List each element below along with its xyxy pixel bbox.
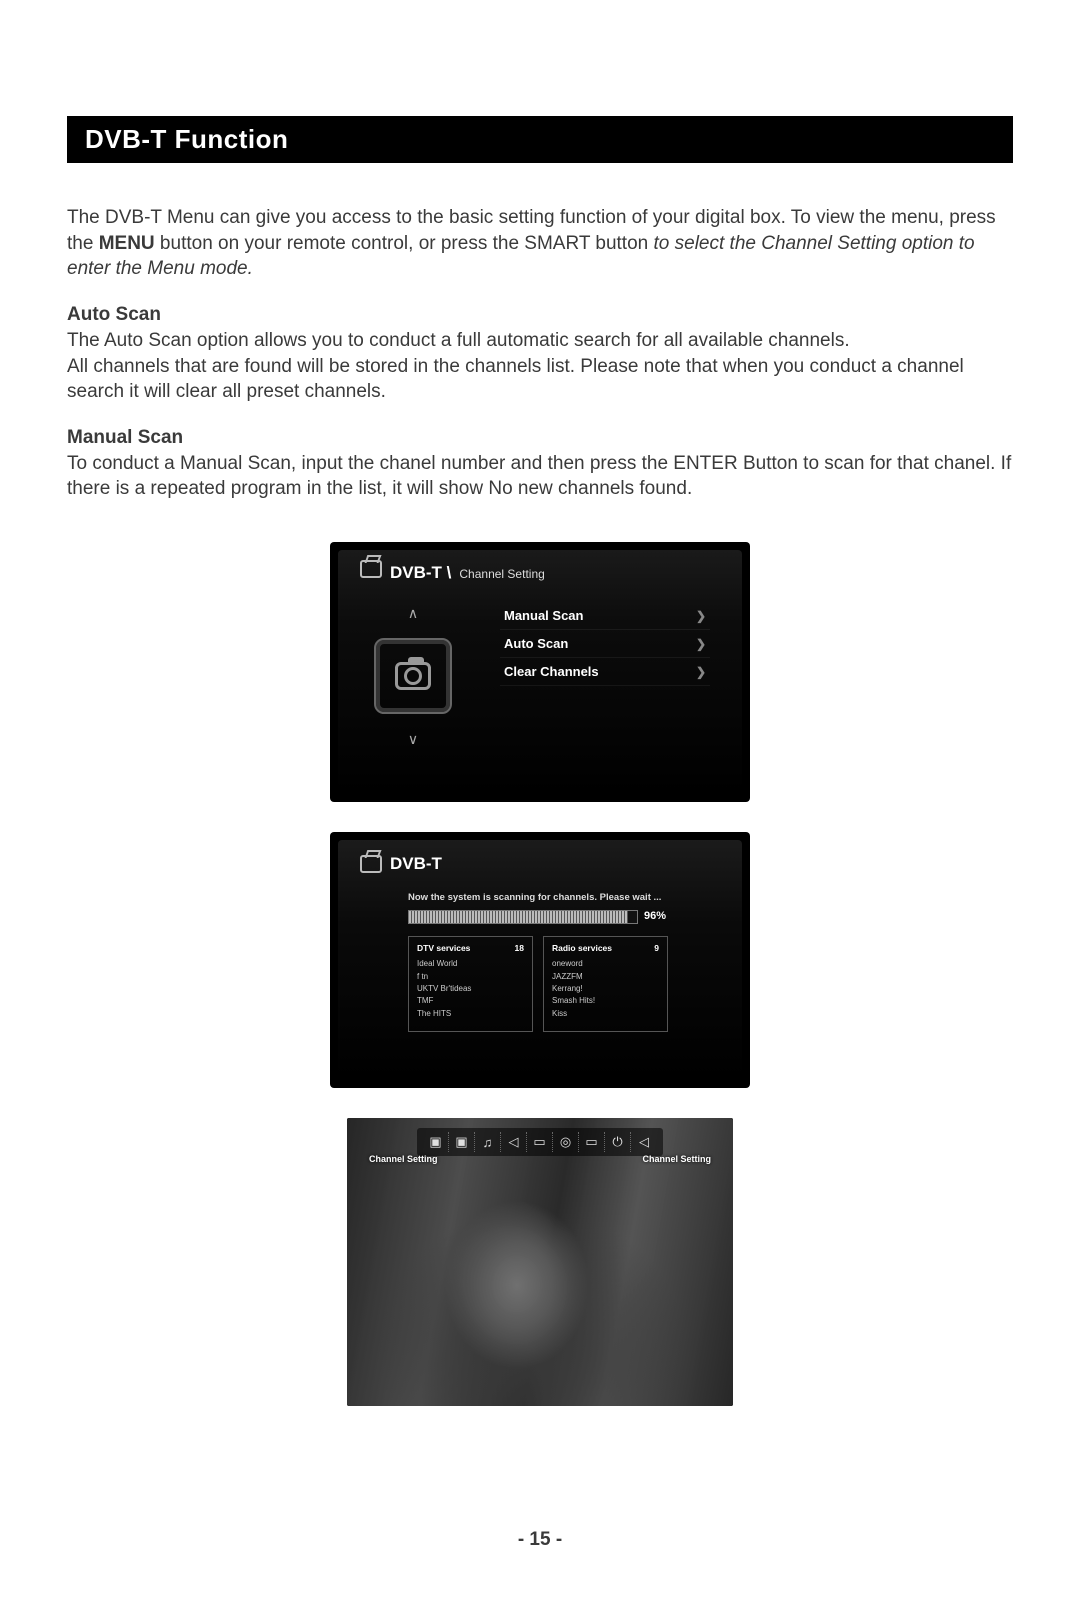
intro-text-b: button on your remote control, or press … [155, 233, 654, 254]
radio-item: Smash Hits! [552, 995, 659, 1007]
manual-page: DVB-T Function The DVB-T Menu can give y… [67, 116, 1013, 1406]
dtv-heading: DTV services [417, 942, 470, 955]
toolbar-label-left: Channel Setting [369, 1154, 438, 1164]
fig1-menu-list: Manual Scan ❯ Auto Scan ❯ Clear Channels… [500, 602, 710, 686]
radio-item: JAZZFM [552, 971, 659, 983]
menu-item-manual-scan[interactable]: Manual Scan ❯ [500, 602, 710, 630]
arrow-up-icon: ∧ [408, 606, 418, 620]
toolbar-display-icon[interactable]: ▭ [579, 1132, 605, 1152]
fig2-header: DVB-T [360, 854, 442, 874]
radio-heading: Radio services [552, 942, 612, 955]
category-icon-box [374, 638, 452, 714]
intro-paragraph: The DVB-T Menu can give you access to th… [67, 205, 1013, 282]
chevron-right-icon: ❯ [696, 609, 706, 623]
menu-keyword: MENU [99, 233, 155, 254]
dtv-item: The HITS [417, 1008, 524, 1020]
fig1-header: DVB-T \ Channel Setting [360, 560, 545, 583]
toolbar-sound-icon[interactable]: ◁ [631, 1132, 657, 1152]
toolbar-camera2-icon[interactable]: ▣ [449, 1132, 475, 1152]
dtv-item: f tn [417, 971, 524, 983]
progress-fill [409, 911, 628, 923]
auto-scan-text: The Auto Scan option allows you to condu… [67, 328, 1013, 405]
progress-percent: 96% [644, 910, 666, 922]
menu-item-label: Manual Scan [504, 608, 583, 623]
chevron-right-icon: ❯ [696, 637, 706, 651]
smart-toolbar: ▣ ▣ ♫ ◁ ▭ ◎ ▭ ⏻ ◁ [417, 1128, 663, 1156]
figures-group: DVB-T \ Channel Setting ∧ ∨ Manual Scan … [67, 542, 1013, 1406]
scan-results-columns: DTV services 18 Ideal World f tn UKTV Br… [408, 936, 668, 1032]
fig2-title: DVB-T [390, 854, 442, 874]
radio-count: 9 [654, 942, 659, 955]
screenshot-channel-setting-menu: DVB-T \ Channel Setting ∧ ∨ Manual Scan … [330, 542, 750, 802]
toolbar-label-right: Channel Setting [642, 1154, 711, 1164]
fig1-left-panel: ∧ ∨ [358, 606, 468, 766]
dtv-item: UKTV Br'tideas [417, 983, 524, 995]
screenshot-smart-toolbar: ▣ ▣ ♫ ◁ ▭ ◎ ▭ ⏻ ◁ Channel Setting Channe… [347, 1118, 733, 1406]
dtv-count: 18 [515, 942, 524, 955]
section-title-bar: DVB-T Function [67, 116, 1013, 163]
radio-item: Kiss [552, 1008, 659, 1020]
dtv-item: TMF [417, 995, 524, 1007]
toolbar-speaker-icon[interactable]: ◁ [501, 1132, 527, 1152]
auto-scan-heading: Auto Scan [67, 304, 1013, 326]
toolbar-camera-icon[interactable]: ▣ [423, 1132, 449, 1152]
fig1-title-sub: Channel Setting [459, 567, 544, 581]
fig1-title-main: DVB-T \ [390, 563, 451, 583]
manual-scan-heading: Manual Scan [67, 427, 1013, 449]
toolbar-gear-icon[interactable]: ◎ [553, 1132, 579, 1152]
screenshot-scanning-progress: DVB-T Now the system is scanning for cha… [330, 832, 750, 1088]
page-number: - 15 - [0, 1529, 1080, 1551]
progress-bar [408, 910, 638, 924]
scanning-message: Now the system is scanning for channels.… [408, 892, 661, 903]
menu-item-clear-channels[interactable]: Clear Channels ❯ [500, 658, 710, 686]
toolbar-screen-icon[interactable]: ▭ [527, 1132, 553, 1152]
arrow-down-icon: ∨ [408, 732, 418, 746]
tv-icon [360, 560, 382, 578]
camera-icon [395, 662, 431, 690]
toolbar-music-icon[interactable]: ♫ [475, 1132, 501, 1152]
radio-item: oneword [552, 958, 659, 970]
radio-item: Kerrang! [552, 983, 659, 995]
menu-item-label: Auto Scan [504, 636, 568, 651]
menu-item-auto-scan[interactable]: Auto Scan ❯ [500, 630, 710, 658]
chevron-right-icon: ❯ [696, 665, 706, 679]
dtv-services-column: DTV services 18 Ideal World f tn UKTV Br… [408, 936, 533, 1032]
tv-icon [360, 855, 382, 873]
toolbar-labels: Channel Setting Channel Setting [347, 1154, 733, 1164]
radio-services-column: Radio services 9 oneword JAZZFM Kerrang!… [543, 936, 668, 1032]
menu-item-label: Clear Channels [504, 664, 599, 679]
dtv-item: Ideal World [417, 958, 524, 970]
manual-scan-text: To conduct a Manual Scan, input the chan… [67, 451, 1013, 502]
toolbar-power-icon[interactable]: ⏻ [605, 1132, 631, 1152]
